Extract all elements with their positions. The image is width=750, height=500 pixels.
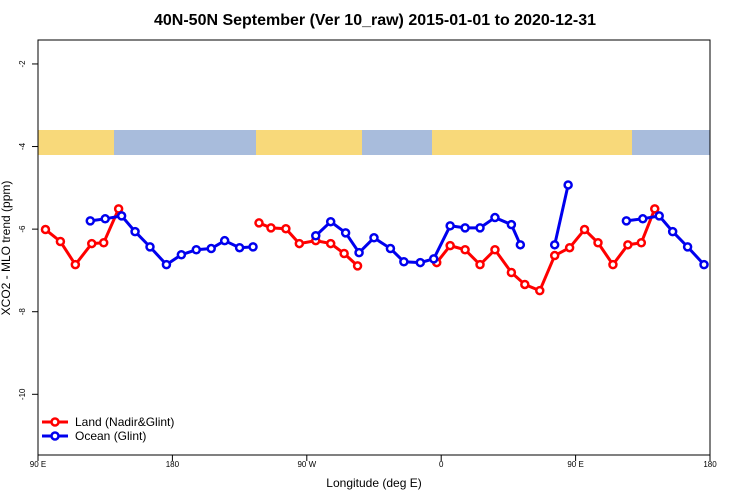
point: [563, 180, 573, 190]
point: [145, 242, 155, 252]
point: [100, 214, 110, 224]
y-tick-label: -2: [18, 60, 27, 68]
point: [445, 240, 455, 251]
x-tick-label: 0: [439, 460, 444, 469]
point: [385, 243, 396, 254]
point: [87, 238, 97, 249]
point: [564, 242, 575, 253]
point: [219, 235, 230, 246]
point: [682, 242, 693, 252]
point: [460, 223, 470, 233]
x-tick-label: 180: [166, 460, 180, 469]
legend-label: Land (Nadir&Glint): [75, 415, 174, 429]
point: [176, 249, 187, 260]
point: [369, 233, 379, 243]
point: [325, 238, 336, 249]
point: [475, 223, 485, 233]
point: [266, 223, 276, 233]
point: [579, 224, 590, 235]
plot-frame: [37, 39, 711, 456]
point: [506, 267, 517, 278]
point: [325, 216, 336, 227]
point: [399, 256, 409, 267]
y-tick-label: -8: [18, 308, 27, 316]
x-axis-label: Longitude (deg E): [326, 476, 421, 490]
point: [415, 257, 426, 268]
point: [490, 245, 500, 255]
point: [55, 236, 66, 247]
point: [636, 238, 647, 248]
legend-label: Ocean (Glint): [75, 429, 146, 443]
point: [549, 240, 560, 250]
point: [654, 211, 664, 221]
point: [70, 259, 81, 270]
point: [339, 248, 349, 259]
point: [116, 211, 127, 221]
point: [506, 219, 517, 230]
point: [98, 238, 109, 248]
point: [281, 223, 291, 234]
point: [667, 226, 678, 237]
point: [294, 238, 305, 249]
point: [191, 245, 202, 255]
point: [354, 247, 364, 258]
y-tick-label: -4: [18, 142, 27, 150]
chart-title: 40N-50N September (Ver 10_raw) 2015-01-0…: [154, 12, 596, 29]
point: [85, 216, 96, 226]
point: [475, 259, 485, 270]
point: [608, 259, 618, 270]
point: [515, 240, 526, 250]
y-tick-label: -6: [18, 225, 27, 233]
point: [649, 204, 660, 214]
point: [445, 221, 455, 231]
x-tick-label: 90 E: [30, 460, 46, 469]
map-strip: [38, 130, 710, 155]
series-line: [44, 208, 657, 293]
x-tick-label: 90 W: [297, 460, 316, 469]
point: [621, 216, 632, 226]
point: [206, 243, 216, 254]
y-tick-label: -10: [18, 388, 27, 400]
point: [161, 259, 172, 270]
y-axis-label: XCO2 - MLO trend (ppm): [0, 181, 13, 316]
point: [623, 240, 633, 250]
x-tick-label: 90 E: [567, 460, 583, 469]
point: [535, 285, 545, 296]
legend-marker: [50, 431, 60, 441]
point: [638, 214, 648, 224]
point: [352, 261, 363, 271]
point: [460, 245, 470, 255]
point: [311, 230, 321, 241]
point: [428, 254, 439, 264]
legend-item: Ocean (Glint): [42, 429, 146, 443]
point: [490, 212, 500, 223]
point: [40, 224, 51, 235]
point: [549, 250, 560, 261]
point: [593, 238, 603, 248]
point: [248, 242, 258, 252]
point: [254, 218, 264, 228]
point: [340, 228, 351, 238]
legend-item: Land (Nadir&Glint): [42, 415, 174, 429]
point: [699, 259, 709, 270]
legend-marker: [50, 417, 60, 427]
point: [520, 279, 530, 290]
x-tick-label: 180: [703, 460, 717, 469]
point: [234, 242, 245, 253]
point: [130, 226, 140, 237]
